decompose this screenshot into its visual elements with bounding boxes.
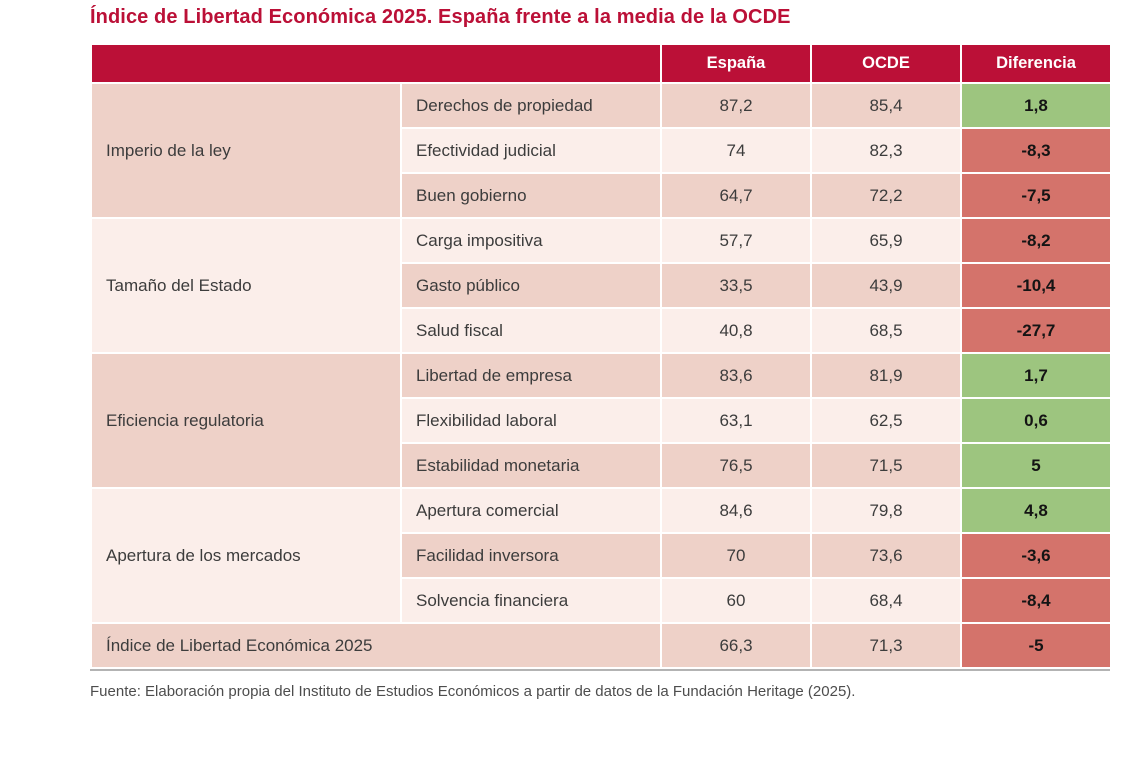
data-table: España OCDE Diferencia Imperio de la ley… (90, 43, 1112, 669)
indicator-cell: Carga impositiva (400, 217, 662, 264)
indicator-cell: Estabilidad monetaria (400, 442, 662, 489)
table-row: Tamaño del Estado Carga impositiva 57,7 … (90, 217, 1112, 354)
group-cell-imperio-de-la-ley: Imperio de la ley (90, 82, 402, 219)
group-cell-tamano-del-estado: Tamaño del Estado (90, 217, 402, 354)
diff-value: -27,7 (960, 307, 1112, 354)
group-cell-apertura-de-los-mercados: Apertura de los mercados (90, 487, 402, 624)
indicator-cell: Efectividad judicial (400, 127, 662, 174)
diff-value: 5 (960, 442, 1112, 489)
espana-value: 70 (660, 532, 812, 579)
indicator-cell: Salud fiscal (400, 307, 662, 354)
diff-value: 0,6 (960, 397, 1112, 444)
header-row: España OCDE Diferencia (90, 43, 1112, 84)
espana-value: 83,6 (660, 352, 812, 399)
espana-value: 87,2 (660, 82, 812, 129)
diff-value: -3,6 (960, 532, 1112, 579)
espana-value: 60 (660, 577, 812, 624)
header-ocde: OCDE (810, 43, 962, 84)
ocde-value: 79,8 (810, 487, 962, 534)
table-row: Buen gobierno 64,7 72,2 -7,5 (91, 172, 1112, 219)
data-table-wrapper: España OCDE Diferencia Imperio de la ley… (90, 43, 1112, 671)
diff-value: -8,3 (960, 127, 1112, 174)
chart-title: Índice de Libertad Económica 2025. Españ… (90, 6, 791, 28)
espana-value: 40,8 (660, 307, 812, 354)
table-row: Flexibilidad laboral 63,1 62,5 0,6 (91, 397, 1112, 444)
indicator-cell: Apertura comercial (400, 487, 662, 534)
ocde-value: 71,5 (810, 442, 962, 489)
total-label-cell: Índice de Libertad Económica 2025 (90, 622, 662, 669)
ocde-value: 81,9 (810, 352, 962, 399)
espana-value: 84,6 (660, 487, 812, 534)
table-row: Solvencia financiera 60 68,4 -8,4 (91, 577, 1112, 624)
diff-value: -7,5 (960, 172, 1112, 219)
espana-total-value: 66,3 (660, 622, 812, 669)
indicator-cell: Flexibilidad laboral (400, 397, 662, 444)
indicator-cell: Gasto público (400, 262, 662, 309)
table-row: Eficiencia regulatoria Libertad de empre… (90, 352, 1112, 489)
ocde-value: 43,9 (810, 262, 962, 309)
ocde-value: 62,5 (810, 397, 962, 444)
ocde-total-value: 71,3 (810, 622, 962, 669)
espana-value: 33,5 (660, 262, 812, 309)
header-empty-cell (90, 43, 662, 84)
table-row: Facilidad inversora 70 73,6 -3,6 (91, 532, 1112, 579)
diff-value: 4,8 (960, 487, 1112, 534)
diff-value: 1,7 (960, 352, 1112, 399)
table-row: Salud fiscal 40,8 68,5 -27,7 (91, 307, 1112, 354)
table-row: Gasto público 33,5 43,9 -10,4 (91, 262, 1112, 309)
indicator-cell: Buen gobierno (400, 172, 662, 219)
indicator-cell: Libertad de empresa (400, 352, 662, 399)
table-row: Apertura de los mercados Apertura comerc… (90, 487, 1112, 624)
table-row: Estabilidad monetaria 76,5 71,5 5 (91, 442, 1112, 489)
espana-value: 74 (660, 127, 812, 174)
diff-value: -8,2 (960, 217, 1112, 264)
ocde-value: 72,2 (810, 172, 962, 219)
espana-value: 76,5 (660, 442, 812, 489)
ocde-value: 68,5 (810, 307, 962, 354)
table-row: Efectividad judicial 74 82,3 -8,3 (91, 127, 1112, 174)
ocde-value: 85,4 (810, 82, 962, 129)
source-note: Fuente: Elaboración propia del Instituto… (90, 683, 856, 700)
ocde-value: 73,6 (810, 532, 962, 579)
ocde-value: 82,3 (810, 127, 962, 174)
espana-value: 57,7 (660, 217, 812, 264)
table-row: Imperio de la ley Derechos de propiedad … (90, 82, 1112, 219)
espana-value: 64,7 (660, 172, 812, 219)
total-row: Índice de Libertad Económica 2025 66,3 7… (90, 622, 1112, 669)
ocde-value: 68,4 (810, 577, 962, 624)
header-diferencia: Diferencia (960, 43, 1112, 84)
diff-total-value: -5 (960, 622, 1112, 669)
diff-value: 1,8 (960, 82, 1112, 129)
diff-value: -8,4 (960, 577, 1112, 624)
group-cell-eficiencia-regulatoria: Eficiencia regulatoria (90, 352, 402, 489)
indicator-cell: Solvencia financiera (400, 577, 662, 624)
indicator-cell: Derechos de propiedad (400, 82, 662, 129)
diff-value: -10,4 (960, 262, 1112, 309)
indicator-cell: Facilidad inversora (400, 532, 662, 579)
ocde-value: 65,9 (810, 217, 962, 264)
espana-value: 63,1 (660, 397, 812, 444)
header-espana: España (660, 43, 812, 84)
